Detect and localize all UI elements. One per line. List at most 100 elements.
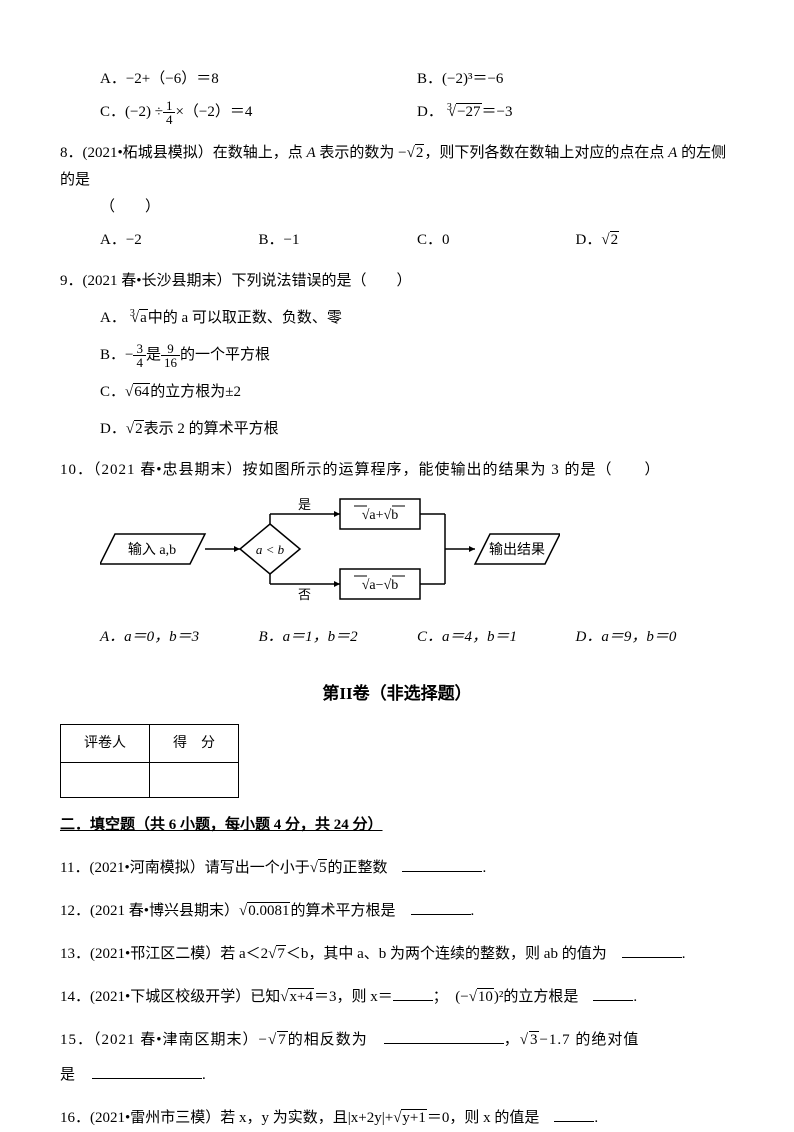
- q9-D-sqrt: 2: [126, 416, 144, 443]
- q10-optC: C．a＝4，b＝1: [417, 624, 576, 651]
- q14-sqrt2: 10: [469, 984, 494, 1011]
- q16-sqrt: y+1: [393, 1105, 427, 1132]
- q9-C-sqrt: 64: [125, 379, 150, 406]
- q11: 11．(2021•河南模拟）请写出一个小于5的正整数 .: [60, 853, 734, 882]
- q11-end: .: [482, 860, 486, 876]
- q11-pre: 11．(2021•河南模拟）请写出一个小于: [60, 860, 310, 876]
- q9-D-post: 表示 2 的算术平方根: [144, 421, 279, 437]
- q9-optB: B．−34是916的一个平方根: [100, 342, 734, 369]
- q7-optD: D．3−27＝−3: [417, 99, 734, 126]
- q9-A-sqrt: a: [131, 305, 148, 332]
- q8-sqrt: 2: [407, 140, 425, 167]
- q9-optA: A．3a中的 a 可以取正数、负数、零: [100, 305, 734, 332]
- q9-C-pre: C．: [100, 384, 125, 400]
- q14-sep: ； (−: [433, 989, 469, 1005]
- q7-D-pre: D．: [417, 104, 443, 120]
- q15-sqrt1: 7: [268, 1027, 288, 1054]
- q12-blank: [411, 896, 471, 915]
- q10-stem: 10．（2021 春•忠县期末）按如图所示的运算程序，能使输出的结果为 3 的是…: [60, 457, 734, 484]
- q7-optC: C．(−2) ÷14×（−2）＝4: [100, 99, 417, 126]
- q8-A1: A: [307, 145, 316, 161]
- score-table: 评卷人 得 分: [60, 724, 239, 798]
- q9-B-pre: B．−: [100, 347, 133, 363]
- svg-text:√a−√b: √a−√b: [362, 578, 398, 593]
- q14-blank2: [593, 982, 633, 1001]
- q9-A-post: 中的 a 可以取正数、负数、零: [148, 310, 342, 326]
- q9-optC: C．64的立方根为±2: [100, 379, 734, 406]
- q9-B-mid: 是: [146, 347, 161, 363]
- q8-A2: A: [668, 145, 677, 161]
- q8-optC: C．0: [417, 227, 576, 254]
- q8-mid: 表示的数为 −: [316, 145, 407, 161]
- q15-post: −1.7 的绝对值: [539, 1032, 639, 1048]
- q15-end: .: [202, 1067, 207, 1083]
- section2-sub: 二．填空题（共 6 小题，每小题 4 分，共 24 分）: [60, 812, 734, 839]
- q9-C-post: 的立方根为±2: [150, 384, 241, 400]
- q14-end: .: [633, 989, 637, 1005]
- q15-sep: ，: [504, 1032, 520, 1048]
- q16-blank: [554, 1103, 594, 1122]
- score-blank2: [150, 762, 239, 797]
- q8-post: ，则下列各数在数轴上对应的点在点: [424, 145, 668, 161]
- q15-blank1: [384, 1025, 504, 1044]
- q9-A-pre: A．: [100, 310, 126, 326]
- q7-row1: A．−2+（−6）＝8 B．(−2)³＝−6: [100, 66, 734, 93]
- q7-C-pre: C．(−2) ÷: [100, 104, 163, 120]
- q10: 10．（2021 春•忠县期末）按如图所示的运算程序，能使输出的结果为 3 的是…: [60, 457, 734, 651]
- q8-D-sqrt: 2: [601, 227, 619, 254]
- q16: 16．(2021•雷州市三模）若 x，y 为实数，且|x+2y|+y+1＝0，则…: [60, 1103, 734, 1132]
- q13: 13．(2021•邗江区二模）若 a＜27＜b，其中 a、b 为两个连续的整数，…: [60, 939, 734, 968]
- q7-D-post: ＝−3: [482, 104, 513, 120]
- q16-pre: 16．(2021•雷州市三模）若 x，y 为实数，且|x+2y|+: [60, 1110, 393, 1126]
- q11-post: 的正整数: [327, 860, 402, 876]
- q15: 15．（2021 春•津南区期末）−7的相反数为 ，3−1.7 的绝对值 是 .: [60, 1025, 734, 1089]
- q8-optD: D．2: [576, 227, 735, 254]
- q11-sqrt: 5: [310, 855, 328, 882]
- flow-input: 输入 a,b: [128, 542, 176, 558]
- q8-optB: B．−1: [259, 227, 418, 254]
- q12-post: 的算术平方根是: [290, 903, 410, 919]
- svg-text:是: 是: [298, 497, 311, 512]
- q13-blank: [622, 939, 682, 958]
- q15-blank2: [92, 1060, 202, 1079]
- q8: 8．(2021•柘城县模拟）在数轴上，点 A 表示的数为 −2，则下列各数在数轴…: [60, 140, 734, 254]
- section2-title: 第II卷（非选择题）: [60, 679, 734, 710]
- q14: 14．(2021•下城区校级开学）已知x+4＝3，则 x＝； (−10)²的立方…: [60, 982, 734, 1011]
- q13-sqrt: 7: [268, 941, 286, 968]
- q9-D-pre: D．: [100, 421, 126, 437]
- q10-flowchart: 输入 a,b a < b 是 否 √a+√b √a−√b: [100, 494, 734, 614]
- q12: 12．(2021 春•博兴县期末）0.0081的算术平方根是 .: [60, 896, 734, 925]
- q10-opts: A．a＝0，b＝3 B．a＝1，b＝2 C．a＝4，b＝1 D．a＝9，b＝0: [100, 624, 734, 651]
- q7-optB: B．(−2)³＝−6: [417, 66, 734, 93]
- q10-optD: D．a＝9，b＝0: [576, 624, 735, 651]
- q12-pre: 12．(2021 春•博兴县期末）: [60, 903, 239, 919]
- q7-optA: A．−2+（−6）＝8: [100, 66, 417, 93]
- score-c2: 得 分: [150, 724, 239, 762]
- q13-end: .: [682, 946, 686, 962]
- svg-text:输出结果: 输出结果: [489, 542, 545, 558]
- q7-C-frac: 14: [163, 99, 176, 126]
- q9-B-f2: 916: [161, 342, 180, 369]
- q15-mid: 的相反数为: [288, 1032, 384, 1048]
- svg-text:a < b: a < b: [256, 542, 285, 557]
- q8-D-pre: D．: [576, 232, 602, 248]
- q7-C-post: ×（−2）＝4: [175, 104, 252, 120]
- q12-sqrt: 0.0081: [239, 898, 290, 925]
- q14-post: )²的立方根是: [494, 989, 594, 1005]
- q15-sqrt2: 3: [520, 1027, 540, 1054]
- q16-post: ＝0，则 x 的值是: [427, 1110, 555, 1126]
- q10-optB: B．a＝1，b＝2: [259, 624, 418, 651]
- q8-optA: A．−2: [100, 227, 259, 254]
- q16-end: .: [594, 1110, 598, 1126]
- q8-opts: A．−2 B．−1 C．0 D．2: [100, 227, 734, 254]
- q7-D-sqrt: −27: [448, 99, 482, 126]
- q9-B-f1: 34: [133, 342, 146, 369]
- q9: 9．(2021 春•长沙县期末）下列说法错误的是（ ） A．3a中的 a 可以取…: [60, 268, 734, 443]
- score-c1: 评卷人: [61, 724, 150, 762]
- q13-pre: 13．(2021•邗江区二模）若 a＜2: [60, 946, 268, 962]
- q14-mid: ＝3，则 x＝: [314, 989, 393, 1005]
- q11-blank: [402, 853, 482, 872]
- q15-pre: 15．（2021 春•津南区期末）−: [60, 1032, 268, 1048]
- q14-pre: 14．(2021•下城区校级开学）已知: [60, 989, 280, 1005]
- q9-stem: 9．(2021 春•长沙县期末）下列说法错误的是（ ）: [60, 268, 734, 295]
